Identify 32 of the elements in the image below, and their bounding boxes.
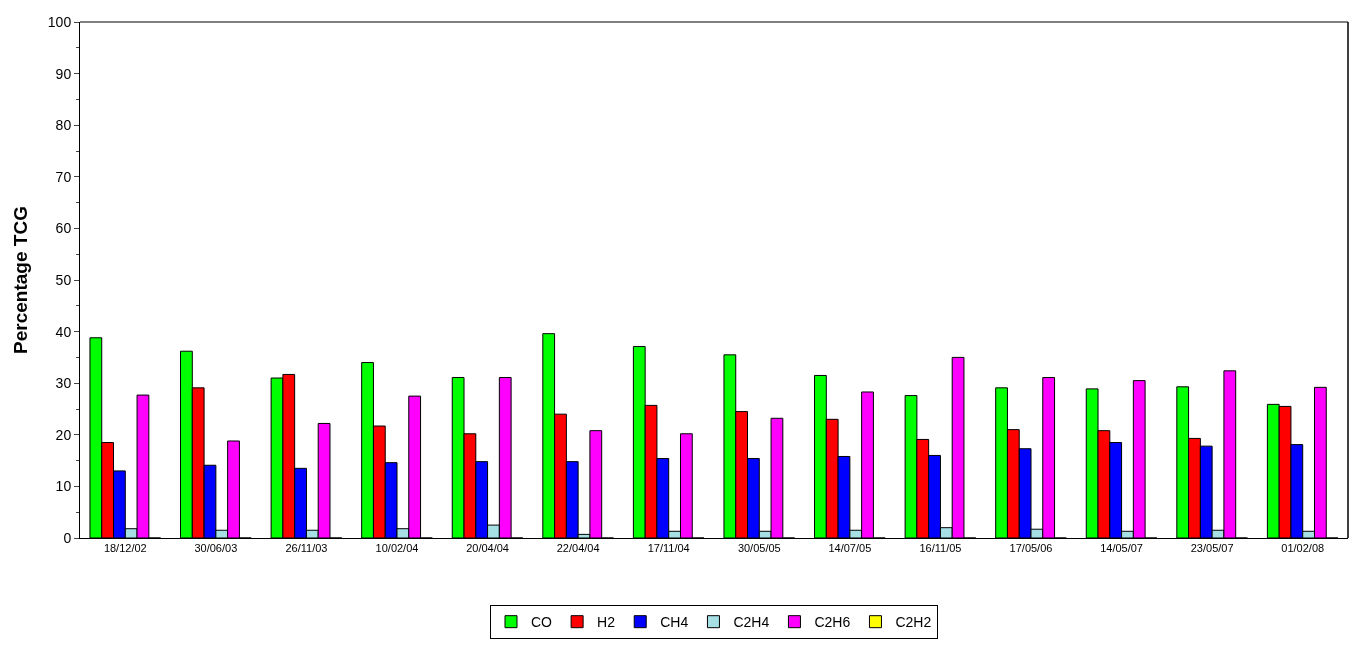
y-tick-label: 60 [55, 220, 72, 237]
legend-label: CO [531, 614, 553, 631]
legend-label: C2H6 [814, 614, 851, 631]
y-axis-title: Percentage TCG [9, 206, 31, 354]
x-tick-label: 01/02/08 [1281, 542, 1325, 555]
y-tick-label: 100 [47, 13, 72, 30]
x-tick-label: 14/07/05 [828, 542, 872, 555]
x-tick-label: 17/11/04 [647, 542, 690, 555]
y-tick-label: 50 [55, 271, 72, 288]
y-tick-label: 90 [55, 65, 72, 82]
y-tick-label: 40 [55, 323, 72, 340]
x-tick-label: 23/05/07 [1190, 542, 1234, 555]
y-tick-label: 20 [55, 426, 72, 443]
x-tick-label: 26/11/03 [285, 542, 328, 555]
y-tick-label: 0 [63, 529, 72, 546]
y-tick-label: 30 [55, 375, 72, 392]
x-tick-label: 17/05/06 [1009, 542, 1053, 555]
x-tick-label: 14/05/07 [1100, 542, 1143, 555]
legend-label: H2 [597, 614, 616, 631]
y-tick-label: 10 [55, 478, 72, 495]
x-tick-label: 22/04/04 [556, 542, 600, 555]
y-tick-label: 70 [55, 168, 72, 185]
x-tick-label: 30/06/03 [194, 542, 238, 555]
x-tick-label: 18/12/02 [103, 542, 147, 555]
x-tick-label: 10/02/04 [375, 542, 419, 555]
x-tick-label: 30/05/05 [737, 542, 781, 555]
legend-label: C2H4 [733, 614, 770, 631]
legend-label: CH4 [660, 614, 689, 631]
legend-label: C2H2 [895, 614, 932, 631]
x-tick-label: 20/04/04 [466, 542, 509, 555]
x-tick-label: 16/11/05 [919, 542, 962, 555]
y-tick-label: 80 [55, 117, 72, 134]
